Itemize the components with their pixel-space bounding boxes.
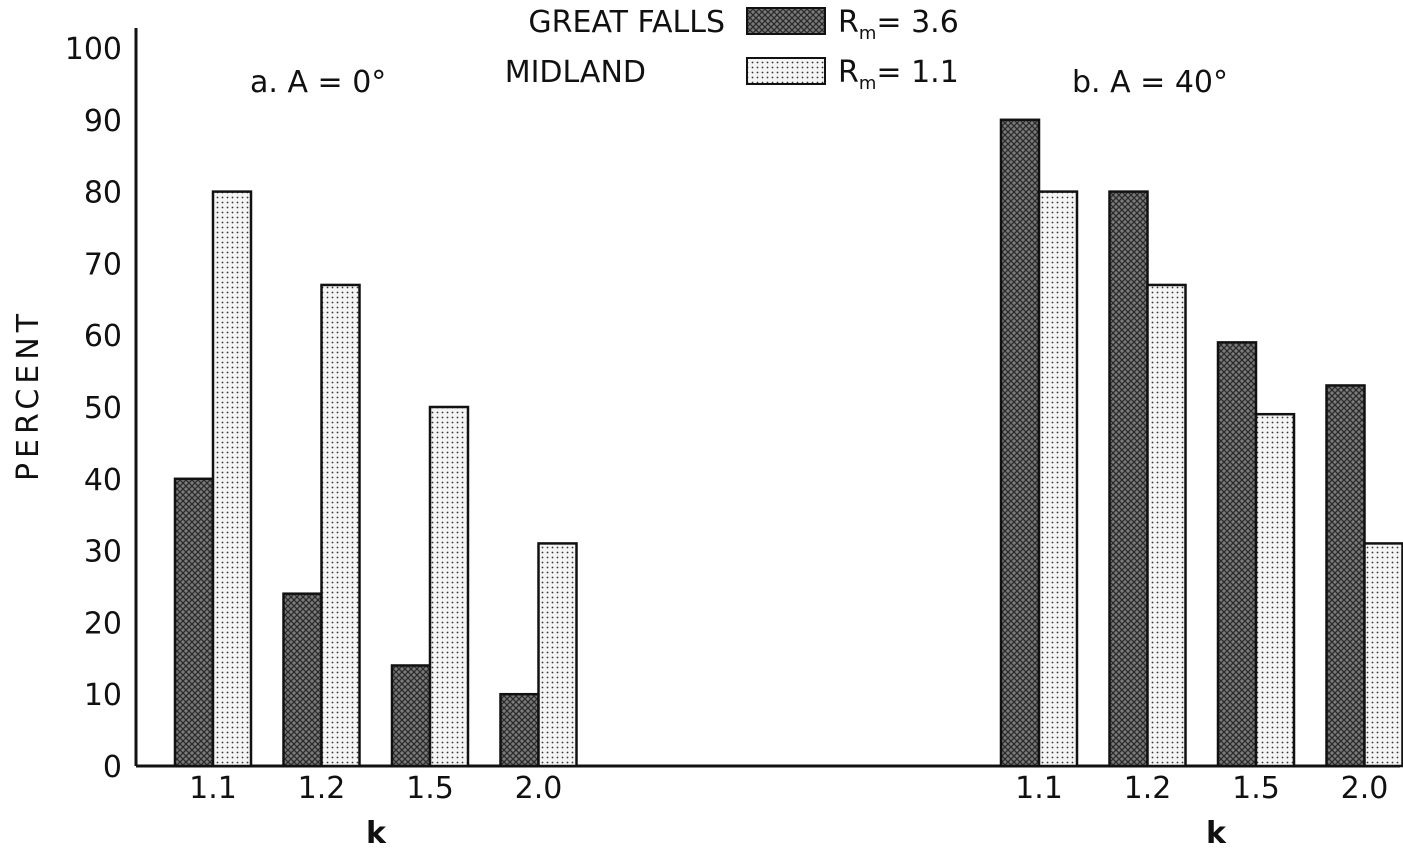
legend: GREAT FALLS Rm= 3.6 MIDLAND Rm= 1.1 [505,5,959,94]
legend-label-great-falls: GREAT FALLS [528,5,725,40]
bar-panel-a-midland-k-1.2 [320,283,361,768]
panel-a-title: a. A = 0° [250,65,386,100]
y-tick-label: 30 [84,535,122,570]
y-tick-label: 80 [84,176,122,211]
x-tick-label: 1.5 [406,771,454,806]
panel-b-x-axis-title: k [1206,816,1227,850]
legend-note-great-falls: Rm= 3.6 [838,5,959,44]
legend-swatch-midland [746,57,826,85]
y-tick-label: 40 [84,463,122,498]
bar-panel-a-great-falls-k-1.2 [282,592,323,768]
y-tick-label: 100 [65,32,122,67]
x-tick-label: 2.0 [1341,771,1389,806]
bar-panel-b-great-falls-k-1.5 [1216,341,1258,768]
bar-panel-a-great-falls-k-2.0 [499,692,540,768]
bar-panel-a-midland-k-1.5 [428,405,470,768]
bar-panel-b-great-falls-k-2.0 [1325,384,1366,768]
bar-panel-a-great-falls-k-1.1 [173,477,215,768]
y-tick-label: 0 [103,750,122,785]
bar-panel-a-midland-k-2.0 [537,542,578,768]
x-tick-label: 1.2 [1124,771,1172,806]
y-tick-label: 10 [84,678,122,713]
legend-swatch-great-falls [746,7,826,35]
y-tick-label: 50 [84,391,122,426]
x-tick-label: 1.1 [1015,771,1063,806]
x-tick-label: 1.5 [1232,771,1280,806]
x-tick-label: 2.0 [515,771,563,806]
y-tick-label: 60 [84,319,122,354]
y-tick-label: 90 [84,104,122,139]
bar-panel-b-midland-k-1.5 [1254,412,1296,768]
bar-panel-b-midland-k-1.1 [1037,190,1079,768]
panel-b-title: b. A = 40° [1072,65,1228,100]
legend-note-midland: Rm= 1.1 [838,55,959,94]
bar-panel-b-great-falls-k-1.2 [1108,190,1149,768]
bar-panel-a-midland-k-1.1 [211,190,253,768]
bar-panel-b-midland-k-2.0 [1363,542,1403,768]
legend-label-midland: MIDLAND [505,55,646,90]
x-tick-label: 1.1 [189,771,237,806]
bar-panel-a-great-falls-k-1.5 [390,664,432,768]
y-tick-label: 20 [84,606,122,641]
y-axis-title: PERCENT [11,309,46,481]
x-tick-label: 1.2 [298,771,346,806]
panel-a-x-axis-title: k [366,816,387,850]
bar-panel-b-midland-k-1.2 [1146,283,1187,768]
y-tick-label: 70 [84,247,122,282]
bar-panel-b-great-falls-k-1.1 [999,118,1041,768]
